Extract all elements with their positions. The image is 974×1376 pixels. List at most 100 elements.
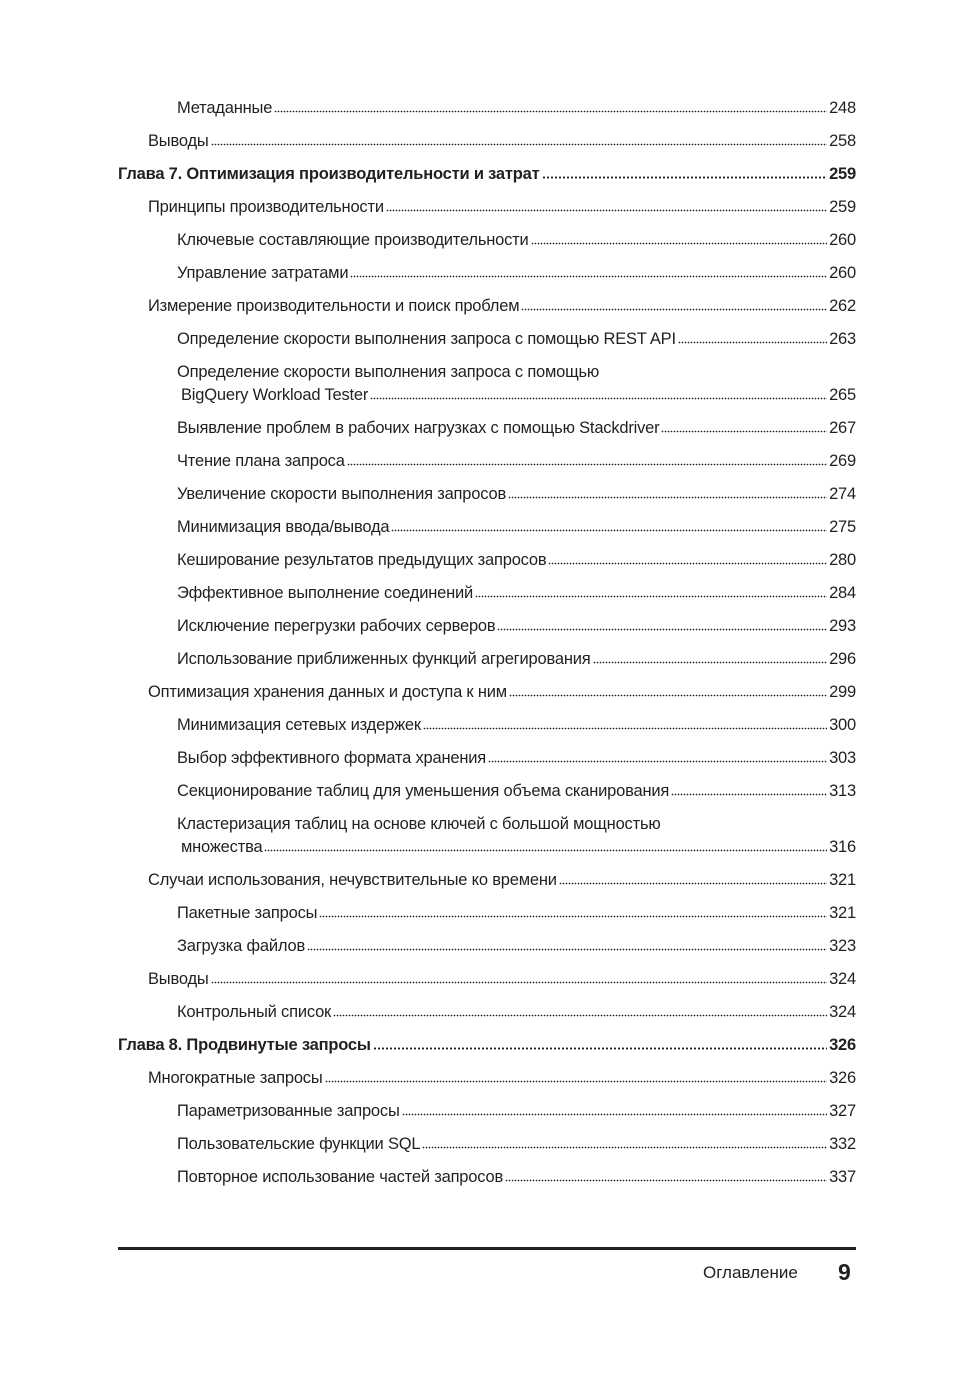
table-of-contents: Метаданные 248 Выводы 258 Глава 7. Оптимизац…: [118, 97, 856, 1199]
toc-entry-page: 326: [829, 1069, 856, 1087]
toc-chapter[interactable]: Глава 7. Оптимизация производительности …: [118, 163, 856, 186]
toc-entry-title: Выбор эффективного формата хранения: [177, 749, 487, 767]
toc-entry[interactable]: Определение скорости выполнения запроса …: [118, 328, 856, 351]
toc-entry[interactable]: Исключение перегрузки рабочих серверов 29…: [118, 615, 856, 638]
dot-leader: [210, 143, 828, 146]
toc-entry-page: 332: [829, 1135, 856, 1153]
dot-leader: [346, 463, 828, 466]
toc-entry-title: Определение скорости выполнения запроса …: [177, 330, 676, 348]
toc-entry-page: 293: [829, 617, 856, 635]
dot-leader: [210, 981, 828, 984]
toc-entry-title: Ключевые составляющие производительности: [177, 231, 529, 249]
toc-entry-page: 263: [829, 330, 856, 348]
toc-entry-title: Выводы: [148, 132, 209, 150]
toc-entry-title: BigQuery Workload Tester: [181, 386, 369, 404]
toc-entry[interactable]: Минимизация сетевых издержек 300: [118, 714, 856, 737]
toc-entry-title: Измерение производительности и поиск про…: [148, 297, 520, 315]
dot-leader: [385, 209, 828, 212]
toc-entry[interactable]: Загрузка файлов 323: [118, 935, 856, 958]
toc-entry-title: Чтение плана запроса: [177, 452, 345, 470]
dot-leader: [541, 176, 828, 179]
dot-leader: [548, 562, 828, 565]
toc-entry-page: 260: [829, 231, 856, 249]
toc-entry-page: 299: [829, 683, 856, 701]
toc-entry[interactable]: Оптимизация хранения данных и доступа к …: [118, 681, 856, 704]
toc-entry-page: 303: [829, 749, 856, 767]
dot-leader: [497, 628, 828, 631]
toc-entry[interactable]: Многократные запросы 326: [118, 1067, 856, 1090]
toc-entry-page: 323: [829, 937, 856, 955]
toc-entry-title: Управление затратами: [177, 264, 349, 282]
toc-entry-page: 269: [829, 452, 856, 470]
toc-entry[interactable]: Выявление проблем в рабочих нагрузках с …: [118, 417, 856, 440]
toc-entry[interactable]: Минимизация ввода/вывода 275: [118, 516, 856, 539]
toc-entry[interactable]: Кеширование результатов предыдущих запро…: [118, 549, 856, 572]
toc-entry-title: Параметризованные запросы: [177, 1102, 400, 1120]
toc-entry[interactable]: Пользовательские функции SQL 332: [118, 1133, 856, 1156]
toc-entry-page: 321: [829, 871, 856, 889]
toc-entry[interactable]: Эффективное выполнение соединений 284: [118, 582, 856, 605]
toc-entry-title: Повторное использование частей запросов: [177, 1168, 504, 1186]
toc-entry-title: Глава 7. Оптимизация производительности …: [118, 165, 540, 183]
dot-leader: [401, 1113, 828, 1116]
toc-entry[interactable]: Параметризованные запросы 327: [118, 1100, 856, 1123]
toc-entry-page: 313: [829, 782, 856, 800]
toc-entry-page: 316: [829, 838, 856, 856]
toc-entry-page: 248: [829, 99, 856, 117]
toc-entry-page: 274: [829, 485, 856, 503]
toc-entry-title: Выявление проблем в рабочих нагрузках с …: [177, 419, 660, 437]
toc-entry-title: Использование приближенных функций агрег…: [177, 650, 591, 668]
toc-entry-title: Принципы производительности: [148, 198, 384, 216]
toc-entry-title: Эффективное выполнение соединений: [177, 584, 474, 602]
dot-leader: [422, 727, 828, 730]
footer-section-label: Оглавление: [703, 1263, 798, 1282]
toc-entry-page: 337: [829, 1168, 856, 1186]
dot-leader: [475, 595, 828, 598]
toc-entry[interactable]: Управление затратами 260: [118, 262, 856, 285]
toc-entry[interactable]: Определение скорости выполнения запроса …: [118, 361, 856, 407]
dot-leader: [274, 110, 828, 113]
dot-leader: [350, 275, 828, 278]
toc-entry-page: 262: [829, 297, 856, 315]
dot-leader: [264, 849, 828, 852]
toc-entry-page: 265: [829, 386, 856, 404]
toc-entry[interactable]: Чтение плана запроса 269: [118, 450, 856, 473]
toc-entry[interactable]: Выбор эффективного формата хранения 303: [118, 747, 856, 770]
toc-entry-title-line1: Определение скорости выполнения запроса …: [177, 363, 600, 381]
toc-entry[interactable]: Повторное использование частей запросов 3…: [118, 1166, 856, 1189]
toc-entry[interactable]: Кластеризация таблиц на основе ключей с …: [118, 813, 856, 859]
toc-entry[interactable]: Случаи использования, нечувствительные к…: [118, 869, 856, 892]
toc-chapter[interactable]: Глава 8. Продвинутые запросы 326: [118, 1034, 856, 1057]
toc-entry[interactable]: Ключевые составляющие производительности…: [118, 229, 856, 252]
dot-leader: [333, 1014, 828, 1017]
footer-page-number: 9: [838, 1259, 851, 1285]
dot-leader: [372, 1047, 828, 1050]
toc-entry[interactable]: Метаданные 248: [118, 97, 856, 120]
toc-entry-title: Глава 8. Продвинутые запросы: [118, 1036, 371, 1054]
toc-entry-title: Минимизация сетевых издержек: [177, 716, 421, 734]
dot-leader: [324, 1080, 828, 1083]
toc-entry-title: Загрузка файлов: [177, 937, 306, 955]
toc-entry[interactable]: Секционирование таблиц для уменьшения об…: [118, 780, 856, 803]
toc-entry-title: Оптимизация хранения данных и доступа к …: [148, 683, 507, 701]
dot-leader: [508, 496, 828, 499]
toc-entry[interactable]: Использование приближенных функций агрег…: [118, 648, 856, 671]
toc-entry-title: Выводы: [148, 970, 209, 988]
toc-entry-page: 260: [829, 264, 856, 282]
dot-leader: [370, 397, 828, 400]
dot-leader: [488, 760, 828, 763]
toc-entry-page: 267: [829, 419, 856, 437]
toc-entry-title: Минимизация ввода/вывода: [177, 518, 390, 536]
toc-entry[interactable]: Выводы 258: [118, 130, 856, 153]
toc-entry-page: 324: [829, 1003, 856, 1021]
toc-entry-page: 324: [829, 970, 856, 988]
toc-entry[interactable]: Увеличение скорости выполнения запросов 2…: [118, 483, 856, 506]
toc-entry-page: 327: [829, 1102, 856, 1120]
toc-entry-title: Кеширование результатов предыдущих запро…: [177, 551, 547, 569]
toc-entry[interactable]: Пакетные запросы 321: [118, 902, 856, 925]
toc-entry-title: Пакетные запросы: [177, 904, 318, 922]
toc-entry[interactable]: Контрольный список 324: [118, 1001, 856, 1024]
toc-entry[interactable]: Выводы 324: [118, 968, 856, 991]
toc-entry[interactable]: Принципы производительности 259: [118, 196, 856, 219]
toc-entry[interactable]: Измерение производительности и поиск про…: [118, 295, 856, 318]
